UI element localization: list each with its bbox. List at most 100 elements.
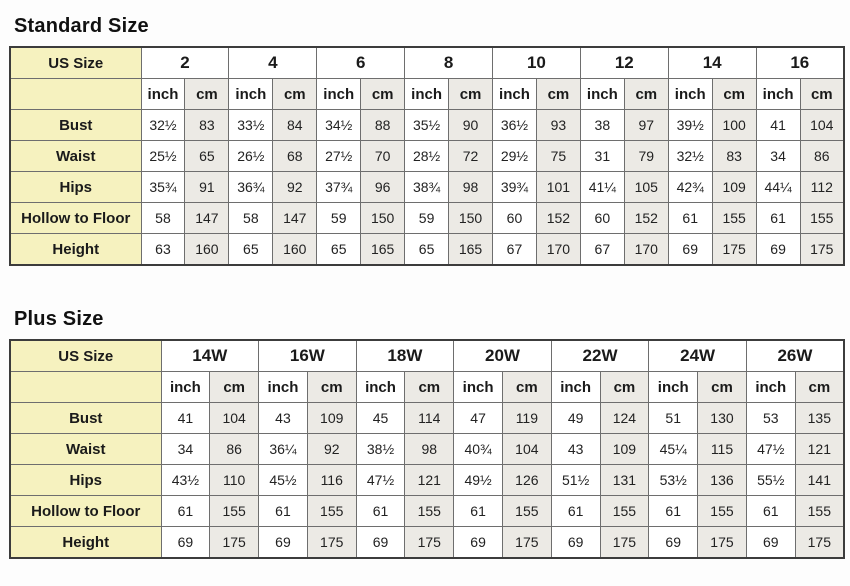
unit-header-row: inch cm inch cm inch cm inch cm inch cm inch cm inch… [9,371,845,403]
measurement-value: 36¼ [258,433,308,465]
measurement-value: 67 [492,233,537,266]
cm-unit-header: cm [184,78,230,110]
measurement-value: 147 [184,202,230,234]
measurement-value: 49½ [453,464,503,496]
measurement-value: 51 [648,402,699,434]
measurement-value: 121 [404,464,455,496]
measurement-value: 124 [599,402,650,434]
measurement-value: 43 [550,433,601,465]
size-header: 16 [755,46,845,79]
measurement-value: 175 [697,526,747,559]
measurement-value: 43 [258,402,308,434]
measurement-value: 160 [184,233,230,266]
measurement-value: 104 [209,402,260,434]
measurement-value: 43½ [160,464,211,496]
inch-unit-header: inch [316,78,362,110]
row-label: Waist [9,140,142,172]
measurement-value: 58 [228,202,274,234]
size-header: 6 [316,46,406,79]
measurement-value: 45 [355,402,406,434]
measurement-value: 101 [535,171,581,203]
measurement-value: 32½ [140,109,186,141]
measurement-value: 141 [794,464,845,496]
cm-unit-header: cm [599,371,650,403]
inch-unit-header: inch [160,371,211,403]
cm-unit-header: cm [272,78,318,110]
measurement-value: 92 [306,433,357,465]
measurement-value: 170 [535,233,581,266]
cm-unit-header: cm [360,78,406,110]
cm-unit-header: cm [711,78,757,110]
measurement-value: 32½ [667,140,713,172]
inch-unit-header: inch [667,78,713,110]
cm-unit-header: cm [697,371,747,403]
measurement-value: 152 [535,202,581,234]
inch-unit-header: inch [258,371,308,403]
measurement-value: 175 [306,526,357,559]
measurement-value: 45½ [258,464,308,496]
measurement-value: 42¾ [667,171,713,203]
cm-unit-header: cm [799,78,845,110]
measurement-row: Height 63 160 65 160 65 165 65 165 67 170 67 170 69 17… [9,233,845,266]
measurement-value: 34 [160,433,211,465]
inch-unit-header: inch [550,371,601,403]
measurement-value: 37¾ [316,171,362,203]
measurement-value: 55½ [745,464,796,496]
measurement-value: 69 [667,233,713,266]
measurement-value: 34 [755,140,801,172]
measurement-value: 59 [404,202,450,234]
measurement-value: 65 [404,233,450,266]
measurement-value: 170 [623,233,669,266]
measurement-value: 58 [140,202,186,234]
inch-unit-header: inch [228,78,274,110]
measurement-value: 69 [755,233,801,266]
measurement-value: 44¼ [755,171,801,203]
measurement-value: 86 [799,140,845,172]
measurement-value: 36¾ [228,171,274,203]
measurement-value: 155 [501,495,552,527]
measurement-value: 175 [794,526,845,559]
measurement-value: 150 [360,202,406,234]
inch-unit-header: inch [404,78,450,110]
measurement-value: 49 [550,402,601,434]
measurement-value: 39¾ [492,171,537,203]
measurement-value: 90 [448,109,493,141]
measurement-value: 175 [799,233,845,266]
size-header: 14 [667,46,757,79]
row-label: Bust [9,402,162,434]
measurement-value: 61 [667,202,713,234]
cm-unit-header: cm [209,371,260,403]
row-label: Hollow to Floor [9,495,162,527]
measurement-value: 97 [623,109,669,141]
size-header: 10 [492,46,581,79]
measurement-value: 175 [404,526,455,559]
size-header: 20W [453,339,552,372]
inch-unit-header: inch [648,371,699,403]
measurement-value: 60 [492,202,537,234]
size-header: 18W [355,339,455,372]
measurement-value: 175 [711,233,757,266]
measurement-value: 109 [599,433,650,465]
row-label: Hips [9,171,142,203]
inch-unit-header: inch [140,78,186,110]
measurement-value: 112 [799,171,845,203]
measurement-value: 131 [599,464,650,496]
measurement-value: 39½ [667,109,713,141]
measurement-value: 61 [258,495,308,527]
measurement-row: Waist 34 86 36¼ 92 38½ 98 40¾ 104 43 109 45¼ 115 47½ 1… [9,433,845,465]
size-header: 22W [550,339,650,372]
measurement-row: Hips 43½ 110 45½ 116 47½ 121 49½ 126 51½ 131 53½ 136… [9,464,845,496]
measurement-value: 114 [404,402,455,434]
measurement-value: 165 [360,233,406,266]
measurement-value: 53½ [648,464,699,496]
measurement-row: Hollow to Floor 58 147 58 147 59 150 59 150 60 152… [9,202,845,234]
measurement-value: 47½ [745,433,796,465]
size-header-row: US Size 14W 16W 18W 20W 22W 24W 26W [9,339,845,372]
measurement-value: 28½ [404,140,450,172]
measurement-value: 47 [453,402,503,434]
size-header: 16W [258,339,357,372]
measurement-value: 69 [745,526,796,559]
measurement-value: 69 [550,526,601,559]
measurement-value: 83 [711,140,757,172]
measurement-value: 61 [648,495,699,527]
